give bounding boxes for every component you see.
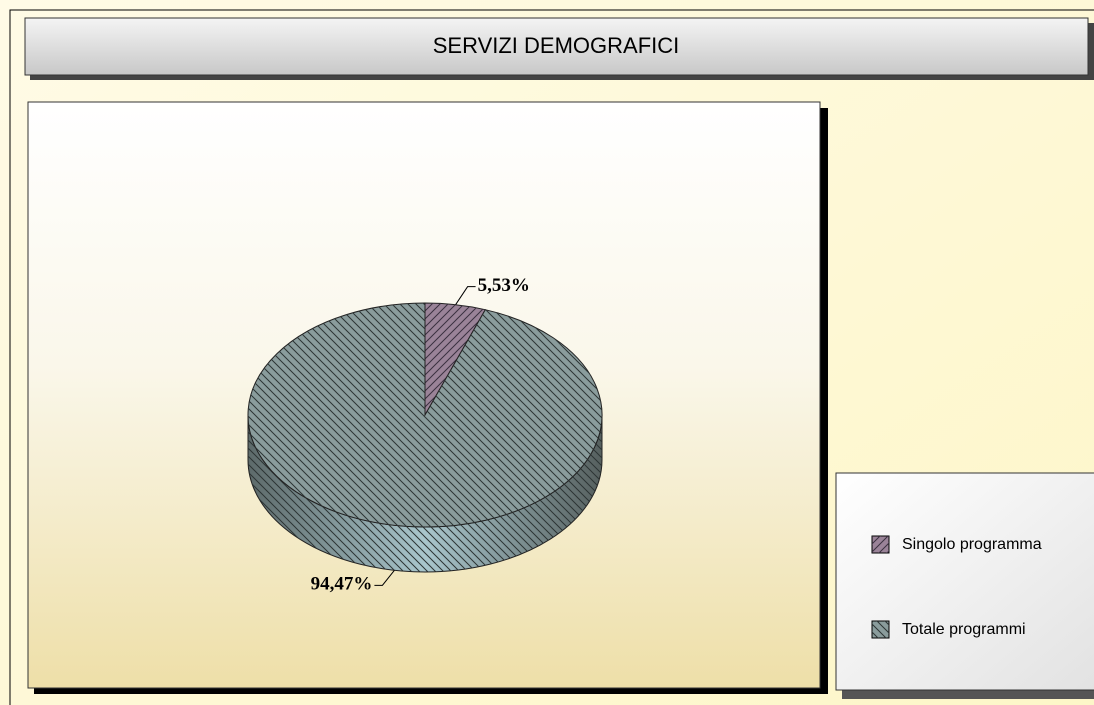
slice-hatch (247, 303, 602, 528)
leader-line (455, 286, 476, 305)
title-bar (24, 17, 1089, 76)
legend: Singolo programma Totale programmi (871, 535, 1042, 639)
slice-side-hatch (248, 415, 602, 572)
legend-swatch-hatch (872, 621, 889, 638)
frame (9, 9, 1094, 705)
legend-label: Totale programmi (902, 621, 1026, 638)
chart-title: SERVIZI DEMOGRAFICI (433, 33, 680, 58)
pie: 5,53% 94,47% (247, 275, 603, 595)
slice-hatch (425, 303, 486, 415)
legend-label: Singolo programma (902, 536, 1042, 553)
leader-line (374, 570, 395, 586)
legend-panel (835, 472, 1094, 691)
legend-swatch-hatch (872, 536, 889, 553)
data-label: 5,53% (478, 275, 530, 296)
data-label: 94,47% (311, 574, 373, 595)
